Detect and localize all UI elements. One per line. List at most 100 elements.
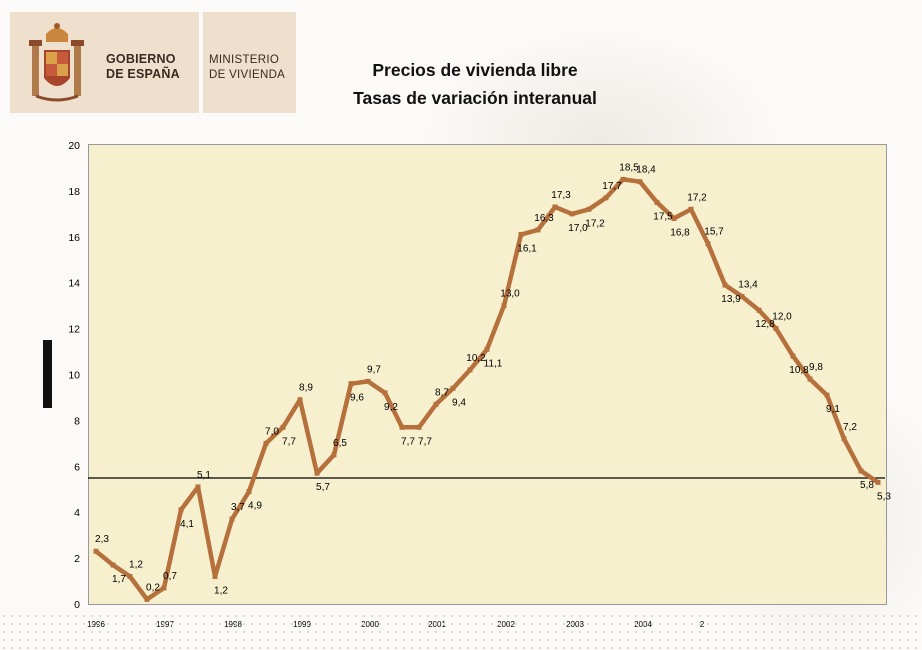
data-label: 10,2	[466, 353, 486, 364]
data-point	[620, 176, 626, 182]
data-label: 7,7	[401, 436, 415, 447]
data-label: 13,9	[721, 294, 741, 305]
data-point	[110, 562, 116, 568]
data-label: 5,3	[877, 491, 891, 502]
data-point	[450, 385, 456, 391]
y-tick-label: 16	[68, 232, 80, 244]
data-point	[637, 179, 643, 185]
data-label: 17,0	[568, 223, 588, 234]
data-point	[824, 392, 830, 398]
data-label: 7,0	[265, 426, 279, 437]
data-point	[841, 436, 847, 442]
series-markers	[93, 176, 881, 602]
logo-divider	[199, 12, 203, 113]
data-point	[178, 507, 184, 513]
y-axis-ticks: 0 2 4 6 8 10 12 14 16 18 20	[68, 140, 80, 611]
data-label: 7,7	[282, 436, 296, 447]
data-point	[858, 468, 864, 474]
data-label: 1,2	[129, 559, 143, 570]
data-label: 9,8	[809, 362, 823, 373]
data-point	[722, 282, 728, 288]
coat-of-arms-emblem	[29, 23, 84, 102]
data-labels: 2,31,71,20,20,74,15,11,23,7 4,97,07,78,95…	[95, 162, 891, 596]
data-point	[280, 424, 286, 430]
data-label: 12,8	[755, 319, 775, 330]
data-label: 4,9	[248, 501, 262, 512]
data-label: 5,7	[316, 482, 330, 493]
logo-text-line2: DE ESPAÑA	[106, 67, 180, 81]
data-point	[331, 452, 337, 458]
data-point	[212, 573, 218, 579]
data-label: 16,3	[534, 213, 554, 224]
data-point	[501, 303, 507, 309]
data-label: 17,2	[585, 218, 605, 229]
data-point	[144, 596, 150, 602]
data-point	[671, 215, 677, 221]
y-tick-label: 10	[68, 370, 80, 382]
data-label: 7,7	[418, 436, 432, 447]
data-point	[739, 293, 745, 299]
y-tick-label: 14	[68, 278, 80, 290]
data-point	[790, 353, 796, 359]
data-point	[807, 376, 813, 382]
chart-title-line1: Precios de vivienda libre	[372, 60, 578, 80]
y-tick-label: 2	[74, 553, 80, 565]
data-label: 10,8	[789, 365, 809, 376]
data-point	[382, 390, 388, 396]
data-point	[229, 516, 235, 522]
data-point	[705, 241, 711, 247]
data-point	[875, 479, 881, 485]
y-tick-label: 8	[74, 415, 80, 427]
data-point	[365, 378, 371, 384]
side-marker-bar	[43, 340, 52, 408]
data-label: 13,0	[500, 289, 520, 300]
data-point	[263, 440, 269, 446]
data-label: 17,3	[551, 190, 571, 201]
data-point	[688, 206, 694, 212]
data-label: 7,2	[843, 422, 857, 433]
data-label: 9,4	[452, 397, 466, 408]
data-point	[569, 211, 575, 217]
y-tick-label: 6	[74, 461, 80, 473]
y-tick-label: 18	[68, 186, 80, 198]
data-label: 16,1	[517, 244, 537, 255]
data-point	[603, 195, 609, 201]
data-point	[756, 307, 762, 313]
y-tick-label: 12	[68, 324, 80, 336]
data-label: 17,5	[653, 211, 673, 222]
data-label: 9,1	[826, 404, 840, 415]
data-label: 17,2	[687, 192, 707, 203]
data-point	[518, 232, 524, 238]
data-label: 11,1	[484, 358, 503, 369]
data-point	[586, 206, 592, 212]
data-label: 9,6	[350, 393, 364, 404]
data-label: 8,9	[299, 383, 313, 394]
data-point	[654, 199, 660, 205]
data-point	[195, 484, 201, 490]
data-point	[535, 227, 541, 233]
data-point	[297, 397, 303, 403]
data-label: 5,1	[197, 470, 211, 481]
data-label: 0,7	[163, 571, 177, 582]
y-tick-label: 20	[68, 140, 80, 152]
data-label: 9,2	[384, 402, 398, 413]
data-label: 8,7	[435, 387, 449, 398]
data-label: 1,7	[112, 574, 126, 585]
government-logo-panel: GOBIERNO DE ESPAÑA MINISTERIO DE VIVIEND…	[10, 12, 296, 113]
ministry-text-line1: MINISTERIO	[209, 54, 280, 66]
data-point	[314, 470, 320, 476]
data-point	[416, 424, 422, 430]
data-point	[484, 346, 490, 352]
data-label: 1,2	[214, 585, 228, 596]
data-label: 13,4	[738, 279, 758, 290]
data-label: 16,8	[670, 227, 690, 238]
series-line	[94, 177, 880, 602]
y-tick-label: 0	[74, 599, 80, 611]
data-label: 3,7	[231, 502, 245, 513]
data-label: 2,3	[95, 534, 109, 545]
data-point	[348, 381, 354, 387]
data-label: 17,7	[602, 181, 622, 192]
logo-text-line1: GOBIERNO	[106, 52, 176, 66]
data-label: 18,4	[636, 165, 656, 176]
